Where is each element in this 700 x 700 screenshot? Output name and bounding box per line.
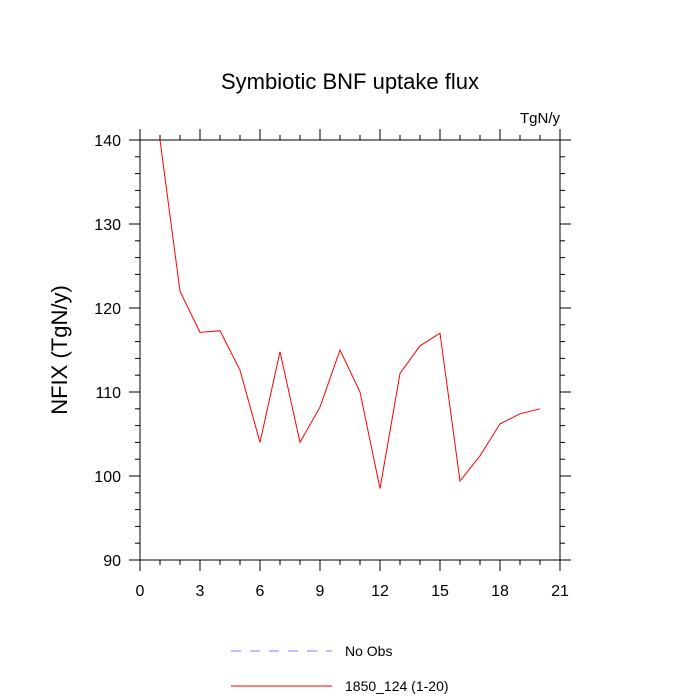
x-tick-label: 9 — [316, 583, 325, 600]
x-tick-label: 21 — [551, 583, 569, 600]
y-tick-label: 130 — [94, 217, 121, 234]
chart-title: Symbiotic BNF uptake flux — [221, 69, 479, 94]
x-tick-label: 6 — [256, 583, 265, 600]
y-tick-label: 140 — [94, 133, 121, 150]
x-tick-label: 18 — [491, 583, 509, 600]
y-tick-label: 100 — [94, 469, 121, 486]
series-line — [159, 139, 541, 489]
legend: No Obs 1850_124 (1-20) — [231, 643, 449, 694]
x-tick-label: 3 — [196, 583, 205, 600]
y-axis-label: NFIX (TgN/y) — [47, 285, 72, 415]
axis-ticks — [129, 129, 571, 571]
tick-labels: 0 3 6 9 12 15 18 21 90 100 110 120 130 140 — [94, 133, 569, 600]
x-tick-label: 12 — [371, 583, 389, 600]
x-tick-label: 0 — [136, 583, 145, 600]
units-label: TgN/y — [520, 110, 561, 127]
x-tick-label: 15 — [431, 583, 449, 600]
plot-frame — [139, 139, 561, 561]
series-lines — [159, 139, 541, 489]
y-tick-label: 90 — [103, 553, 121, 570]
y-tick-label: 110 — [95, 385, 121, 402]
legend-label: No Obs — [345, 643, 392, 659]
legend-label: 1850_124 (1-20) — [345, 678, 449, 694]
y-tick-label: 120 — [94, 301, 121, 318]
